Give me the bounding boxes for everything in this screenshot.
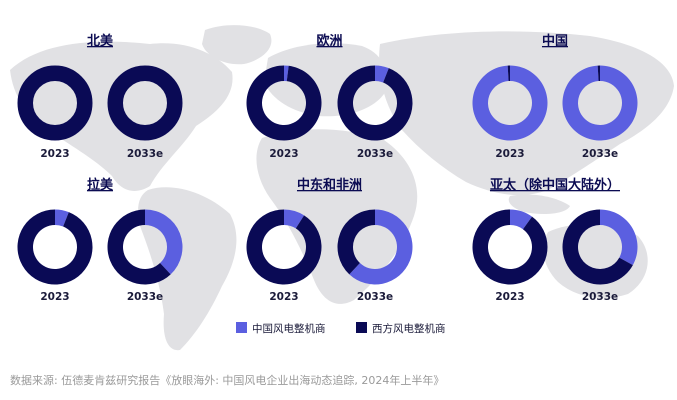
donut-chart [562, 209, 638, 285]
legend-label-chinese: 中国风电整机商 [252, 322, 326, 335]
slice-western [107, 65, 183, 141]
region-group: 拉美 2023 2033e [17, 177, 183, 303]
region-group: 亚太（除中国大陆外） 2023 2033e [472, 177, 638, 303]
slice-western [246, 209, 322, 285]
slice-chinese [284, 209, 305, 229]
slice-western [17, 65, 93, 141]
year-label: 2033e [127, 291, 163, 303]
map-southeast-asia [508, 194, 570, 214]
donut-chart [337, 209, 413, 285]
donut-chart [17, 209, 93, 285]
donut-chart [562, 65, 638, 141]
donut-chart [337, 65, 413, 141]
region-title: 中国 [542, 33, 568, 49]
world-map-background [10, 25, 674, 351]
slice-chinese [145, 209, 183, 275]
map-greenland [202, 25, 272, 65]
donut-chart [246, 65, 322, 141]
legend-swatch-western [356, 322, 367, 333]
donut-chart [246, 209, 322, 285]
region-title: 北美 [87, 33, 114, 49]
slice-chinese [510, 209, 533, 230]
slice-chinese [284, 65, 289, 82]
region-group: 中东和非洲 2023 2033e [246, 177, 413, 303]
year-label: 2033e [127, 148, 163, 160]
slice-western [107, 209, 171, 285]
year-label: 2023 [495, 148, 524, 160]
donut-chart [107, 209, 183, 285]
map-europe [264, 43, 388, 117]
year-label: 2023 [269, 291, 298, 303]
legend-label-western: 西方风电整机商 [372, 322, 446, 335]
donut-chart [107, 65, 183, 141]
donut-chart [17, 65, 93, 141]
year-label: 2023 [40, 148, 69, 160]
regions-layer: 北美 2023 2033e 欧洲 2023 2033e 中国 2023 2033e 拉美 2023 2… [17, 33, 638, 303]
slice-western [472, 209, 548, 285]
map-africa [256, 129, 418, 304]
region-title: 拉美 [87, 177, 114, 193]
slice-western [337, 209, 375, 275]
year-label: 2023 [40, 291, 69, 303]
year-label: 2033e [582, 291, 618, 303]
region-group: 中国 2023 2033e [472, 33, 638, 160]
slice-chinese [472, 65, 548, 141]
source-note: 数据来源: 伍德麦肯兹研究报告《放眼海外: 中国风电企业出海动态追踪, 2024… [10, 373, 444, 387]
slice-chinese [562, 65, 638, 141]
slice-western [507, 65, 510, 82]
donut-chart [472, 209, 548, 285]
region-group: 欧洲 2023 2033e [246, 33, 413, 160]
region-group: 北美 2023 2033e [17, 33, 183, 160]
slice-western [337, 65, 413, 141]
slice-western [597, 65, 600, 82]
slice-chinese [375, 65, 389, 83]
slice-western [246, 65, 322, 141]
year-label: 2033e [357, 148, 393, 160]
slice-western [17, 209, 93, 285]
year-label: 2023 [495, 291, 524, 303]
slice-western [562, 209, 633, 285]
year-label: 2033e [357, 291, 393, 303]
year-label: 2033e [582, 148, 618, 160]
region-title: 欧洲 [316, 33, 342, 49]
region-title: 亚太（除中国大陆外） [490, 177, 620, 193]
donut-chart [472, 65, 548, 141]
year-label: 2023 [269, 148, 298, 160]
legend: 中国风电整机商 西方风电整机商 [236, 322, 446, 335]
legend-swatch-chinese [236, 322, 247, 333]
slice-chinese [55, 209, 69, 227]
region-title: 中东和非洲 [297, 177, 362, 193]
slice-chinese [349, 209, 413, 285]
slice-chinese [600, 209, 638, 266]
